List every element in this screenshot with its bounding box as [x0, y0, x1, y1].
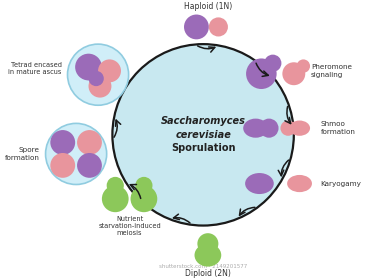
- Circle shape: [131, 185, 157, 212]
- Text: Nutrient
starvation-induced
meiosis: Nutrient starvation-induced meiosis: [98, 216, 161, 236]
- Text: Shmoo
formation: Shmoo formation: [321, 122, 355, 135]
- Ellipse shape: [243, 119, 268, 138]
- Circle shape: [280, 120, 296, 136]
- Circle shape: [50, 153, 75, 178]
- Circle shape: [89, 71, 104, 86]
- Circle shape: [209, 17, 228, 36]
- Circle shape: [264, 55, 282, 72]
- Text: Karyogamy: Karyogamy: [321, 181, 362, 186]
- Text: Saccharomyces: Saccharomyces: [161, 116, 246, 127]
- Text: cerevisiae: cerevisiae: [175, 130, 231, 140]
- Text: Tetrad encased
in mature ascus: Tetrad encased in mature ascus: [9, 62, 62, 75]
- Circle shape: [297, 59, 310, 73]
- Circle shape: [77, 153, 102, 178]
- Circle shape: [246, 59, 277, 89]
- Circle shape: [75, 54, 102, 80]
- Text: Pheromone
signaling: Pheromone signaling: [311, 64, 352, 78]
- Circle shape: [112, 44, 294, 226]
- Circle shape: [135, 177, 152, 194]
- Ellipse shape: [289, 120, 310, 136]
- Text: Sporulation: Sporulation: [171, 143, 235, 153]
- Circle shape: [46, 123, 106, 185]
- Ellipse shape: [195, 244, 221, 267]
- Ellipse shape: [287, 175, 312, 192]
- Text: Haploid (1N): Haploid (1N): [184, 2, 232, 11]
- Circle shape: [106, 177, 124, 194]
- Circle shape: [197, 233, 218, 254]
- Text: Diploid (2N): Diploid (2N): [185, 269, 231, 279]
- Text: shutterstock.com · 2149201577: shutterstock.com · 2149201577: [159, 265, 247, 269]
- Circle shape: [67, 44, 129, 105]
- Circle shape: [102, 185, 129, 212]
- Text: Spore
formation: Spore formation: [5, 147, 40, 161]
- Ellipse shape: [245, 173, 274, 194]
- Circle shape: [184, 15, 209, 39]
- Circle shape: [282, 62, 305, 85]
- Circle shape: [89, 75, 112, 98]
- Circle shape: [259, 119, 278, 138]
- Circle shape: [50, 130, 75, 155]
- Circle shape: [77, 130, 102, 155]
- Circle shape: [98, 59, 121, 82]
